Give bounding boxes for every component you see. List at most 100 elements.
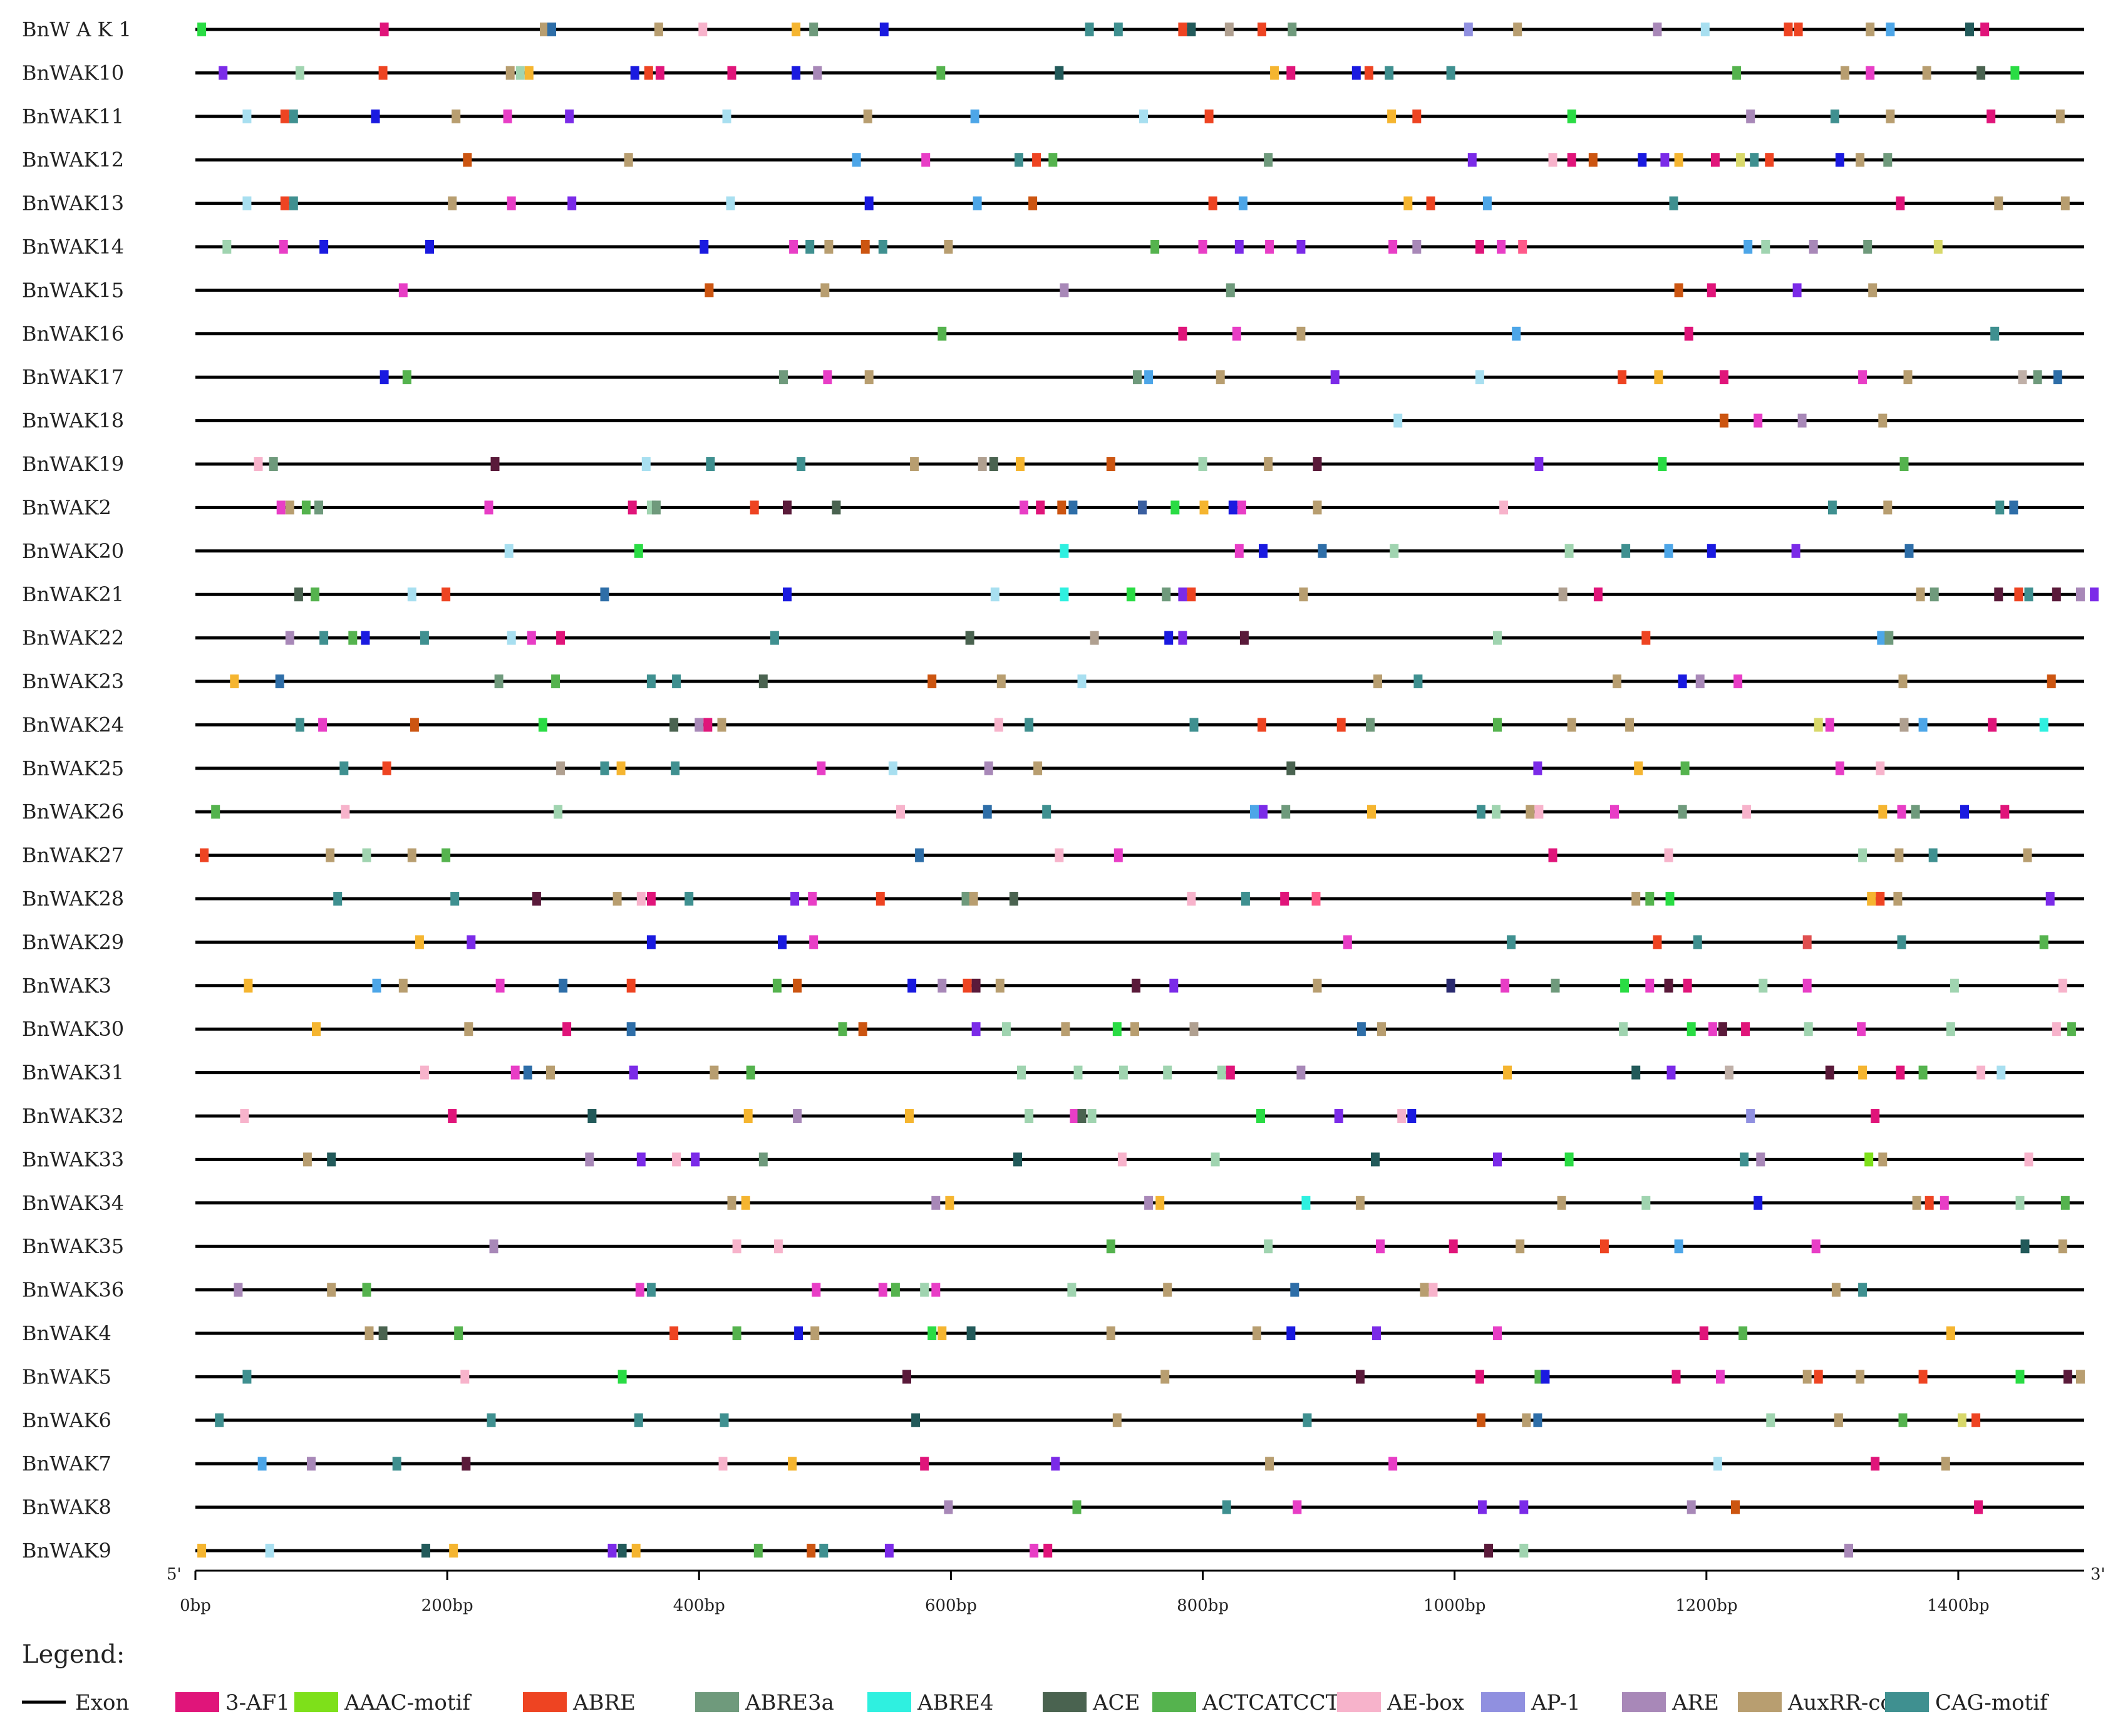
motif-site (1073, 1065, 1083, 1080)
motif-site (420, 1065, 429, 1080)
motif-site (2000, 805, 2010, 819)
motif-site (1866, 66, 1875, 80)
motif-site (1198, 240, 1207, 254)
motif-site (279, 240, 288, 254)
motif-site (333, 892, 343, 906)
motif-site (1940, 1196, 1949, 1210)
motif-site (1163, 1065, 1172, 1080)
motif-site (275, 674, 284, 688)
motif-site (864, 196, 874, 210)
motif-site (2067, 1022, 2076, 1036)
motif-site (1288, 23, 1297, 36)
motif-site (1264, 153, 1273, 167)
motif-site (1719, 370, 1728, 385)
gene-row: BnWAK19 (22, 452, 2084, 476)
motif-site (1371, 1152, 1380, 1167)
legend: Legend: Exon 3-AF1 AAAC-motif ABRE ABRE3a ABR… (22, 1640, 2049, 1715)
gene-label: BnWAK24 (22, 713, 124, 736)
gene-label: BnWAK20 (22, 539, 124, 563)
motif-site (722, 109, 731, 123)
motif-site (718, 1457, 728, 1471)
motif-site (789, 240, 798, 254)
motif-site (1564, 544, 1574, 558)
motif-site (888, 761, 897, 775)
motif-site (1169, 978, 1179, 993)
motif-site (1754, 1196, 1763, 1210)
motif-site (1144, 1196, 1154, 1210)
motif-site (1106, 1326, 1115, 1340)
motif-site (1232, 326, 1241, 341)
motif-site (1178, 326, 1187, 341)
gene-row: BnWAK15 (22, 278, 2084, 302)
motif-site (200, 848, 209, 862)
motif-site (852, 153, 861, 167)
motif-site (823, 370, 832, 385)
motif-site (1301, 1196, 1311, 1210)
motif-site (1296, 1065, 1306, 1080)
gene-row: BnWAK2 (22, 495, 2084, 519)
motif-site (380, 370, 389, 385)
motif-site (1281, 805, 1291, 819)
motif-site (990, 587, 1000, 602)
motif-site (788, 1457, 797, 1471)
motif-site (1036, 500, 1045, 515)
motif-site (1475, 370, 1484, 385)
gene-label: BnWAK32 (22, 1104, 124, 1128)
motif-site (1738, 1326, 1748, 1340)
motif-site (244, 978, 253, 993)
motif-site (487, 1413, 496, 1427)
motif-site (2058, 978, 2067, 993)
motif-site (927, 1326, 937, 1340)
motif-site (1522, 1413, 1531, 1427)
motif-site (1060, 587, 1069, 602)
motif-site (1794, 23, 1803, 36)
motif-site (1139, 109, 1148, 123)
motif-site (1802, 978, 1812, 993)
motif-site (758, 1152, 768, 1167)
motif-site (1883, 500, 1893, 515)
legend-swatch (1481, 1692, 1525, 1712)
motif-site (1222, 1500, 1231, 1514)
motif-site (1226, 283, 1235, 297)
legend-item: ACTCATCCT (1152, 1690, 1340, 1715)
motif-site (1187, 23, 1196, 36)
motif-site (2047, 674, 2056, 688)
motif-site (1765, 153, 1774, 167)
gene-row: BnWAK30 (22, 1017, 2084, 1041)
motif-site (1032, 153, 1041, 167)
motif-site (1960, 805, 1969, 819)
motif-site (783, 587, 792, 602)
motif-site (532, 892, 541, 906)
motif-site (1351, 66, 1361, 80)
gene-rows: BnW A K 1 BnWAK10 BnWAK11 BnWAK12 BnWAK13 BnW… (22, 18, 2099, 1563)
motif-site (1449, 1239, 1458, 1254)
motif-site (1610, 805, 1619, 819)
motif-site (920, 1283, 929, 1297)
motif-site (1178, 631, 1187, 645)
gene-row: BnWAK34 (22, 1191, 2084, 1215)
motif-site (779, 370, 788, 385)
motif-site (464, 1022, 473, 1036)
motif-site (1133, 370, 1142, 385)
motif-site (636, 892, 646, 906)
motif-site (1198, 457, 1207, 471)
motif-site (1858, 848, 1867, 862)
motif-site (884, 1544, 894, 1558)
motif-site (562, 1022, 572, 1036)
motif-site (234, 1283, 243, 1297)
motif-site (750, 500, 759, 515)
legend-swatch (1337, 1692, 1381, 1712)
motif-site (732, 1239, 741, 1254)
bp-axis: 5' 3' 0bp 200bp 400bp 600bp 800bp 1000bp 1200b… (167, 1565, 2105, 1615)
motif-site (510, 1065, 520, 1080)
motif-site (1835, 761, 1844, 775)
gene-label: BnWAK14 (22, 235, 124, 259)
motif-site (503, 109, 512, 123)
motif-site (1904, 544, 1914, 558)
motif-site (931, 1196, 941, 1210)
motif-site (565, 109, 574, 123)
motif-site (695, 718, 704, 732)
motif-site (1085, 23, 1094, 36)
motif-site (1856, 1370, 1865, 1384)
motif-site (741, 1196, 750, 1210)
